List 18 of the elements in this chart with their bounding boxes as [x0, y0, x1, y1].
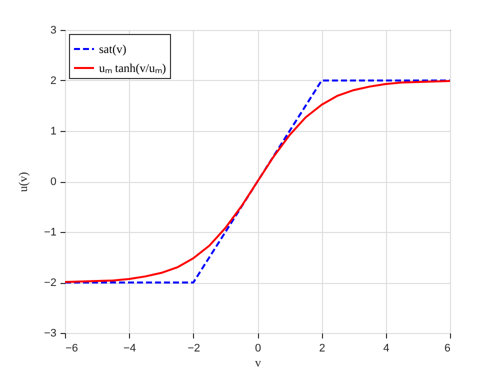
x-tick-label: −4 — [123, 342, 136, 354]
y-tick-label: 3 — [50, 24, 56, 36]
x-tick-label: 2 — [319, 342, 326, 354]
x-tick-label: −6 — [66, 342, 78, 354]
y-tick-label: 2 — [50, 75, 56, 87]
legend-label: uₘ tanh(v/uₘ) — [99, 61, 166, 75]
x-tick-label: 4 — [383, 342, 390, 354]
y-tick-label: −3 — [44, 328, 56, 340]
legend-label: sat(v) — [99, 42, 126, 56]
x-tick-label: −2 — [188, 342, 200, 354]
x-tick-label: 6 — [444, 342, 450, 354]
y-tick-label: −2 — [44, 277, 56, 289]
y-axis-title: u(v) — [16, 172, 30, 192]
y-tick-label: 1 — [50, 126, 56, 138]
x-axis-title: v — [255, 356, 261, 370]
y-tick-label: −1 — [44, 226, 56, 238]
y-tick-label: 0 — [50, 176, 56, 188]
x-tick-label: 0 — [254, 342, 262, 354]
